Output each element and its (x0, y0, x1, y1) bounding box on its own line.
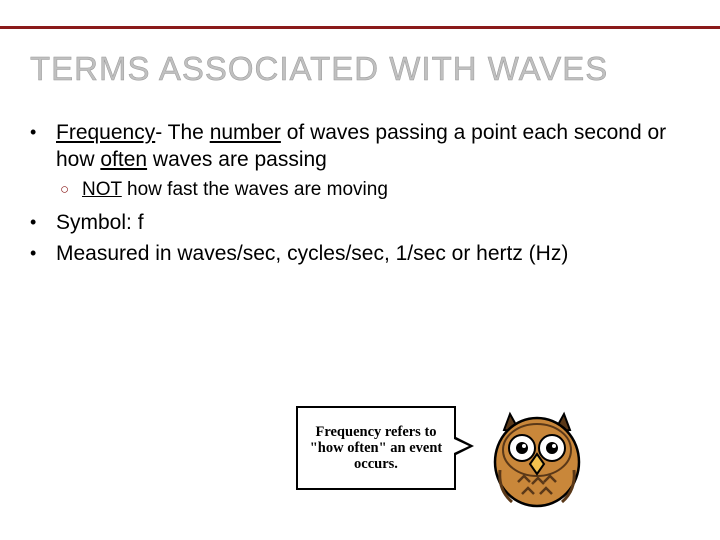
bullet-symbol: • Symbol: f (30, 210, 680, 237)
text: waves are passing (147, 148, 327, 171)
illustration: Frequency refers to "how often" an event… (296, 400, 596, 510)
speech-tail (454, 436, 474, 456)
underline-often: often (100, 148, 147, 171)
accent-bar (0, 26, 720, 29)
bullet-marker: • (30, 241, 56, 268)
text: - The (155, 121, 209, 144)
content-area: • Frequency- The number of waves passing… (30, 120, 680, 272)
sub-marker: ○ (60, 178, 82, 202)
owl-icon (482, 400, 592, 510)
term-frequency: Frequency (56, 121, 155, 144)
bullet-text: Symbol: f (56, 210, 680, 237)
speech-text: Frequency refers to "how often" an event… (304, 424, 448, 473)
text: how fast the waves are moving (122, 179, 388, 200)
sub-bullet-not: ○ NOT how fast the waves are moving (60, 178, 680, 202)
bullet-marker: • (30, 120, 56, 174)
bullet-frequency: • Frequency- The number of waves passing… (30, 120, 680, 174)
underline-number: number (210, 121, 281, 144)
sub-text: NOT how fast the waves are moving (82, 178, 388, 202)
bullet-marker: • (30, 210, 56, 237)
underline-not: NOT (82, 179, 122, 200)
bullet-text: Measured in waves/sec, cycles/sec, 1/sec… (56, 241, 680, 268)
page-title: TERMS ASSOCIATED WITH WAVES (30, 50, 608, 88)
bullet-measured: • Measured in waves/sec, cycles/sec, 1/s… (30, 241, 680, 268)
bullet-text: Frequency- The number of waves passing a… (56, 120, 680, 174)
speech-bubble: Frequency refers to "how often" an event… (296, 406, 456, 490)
